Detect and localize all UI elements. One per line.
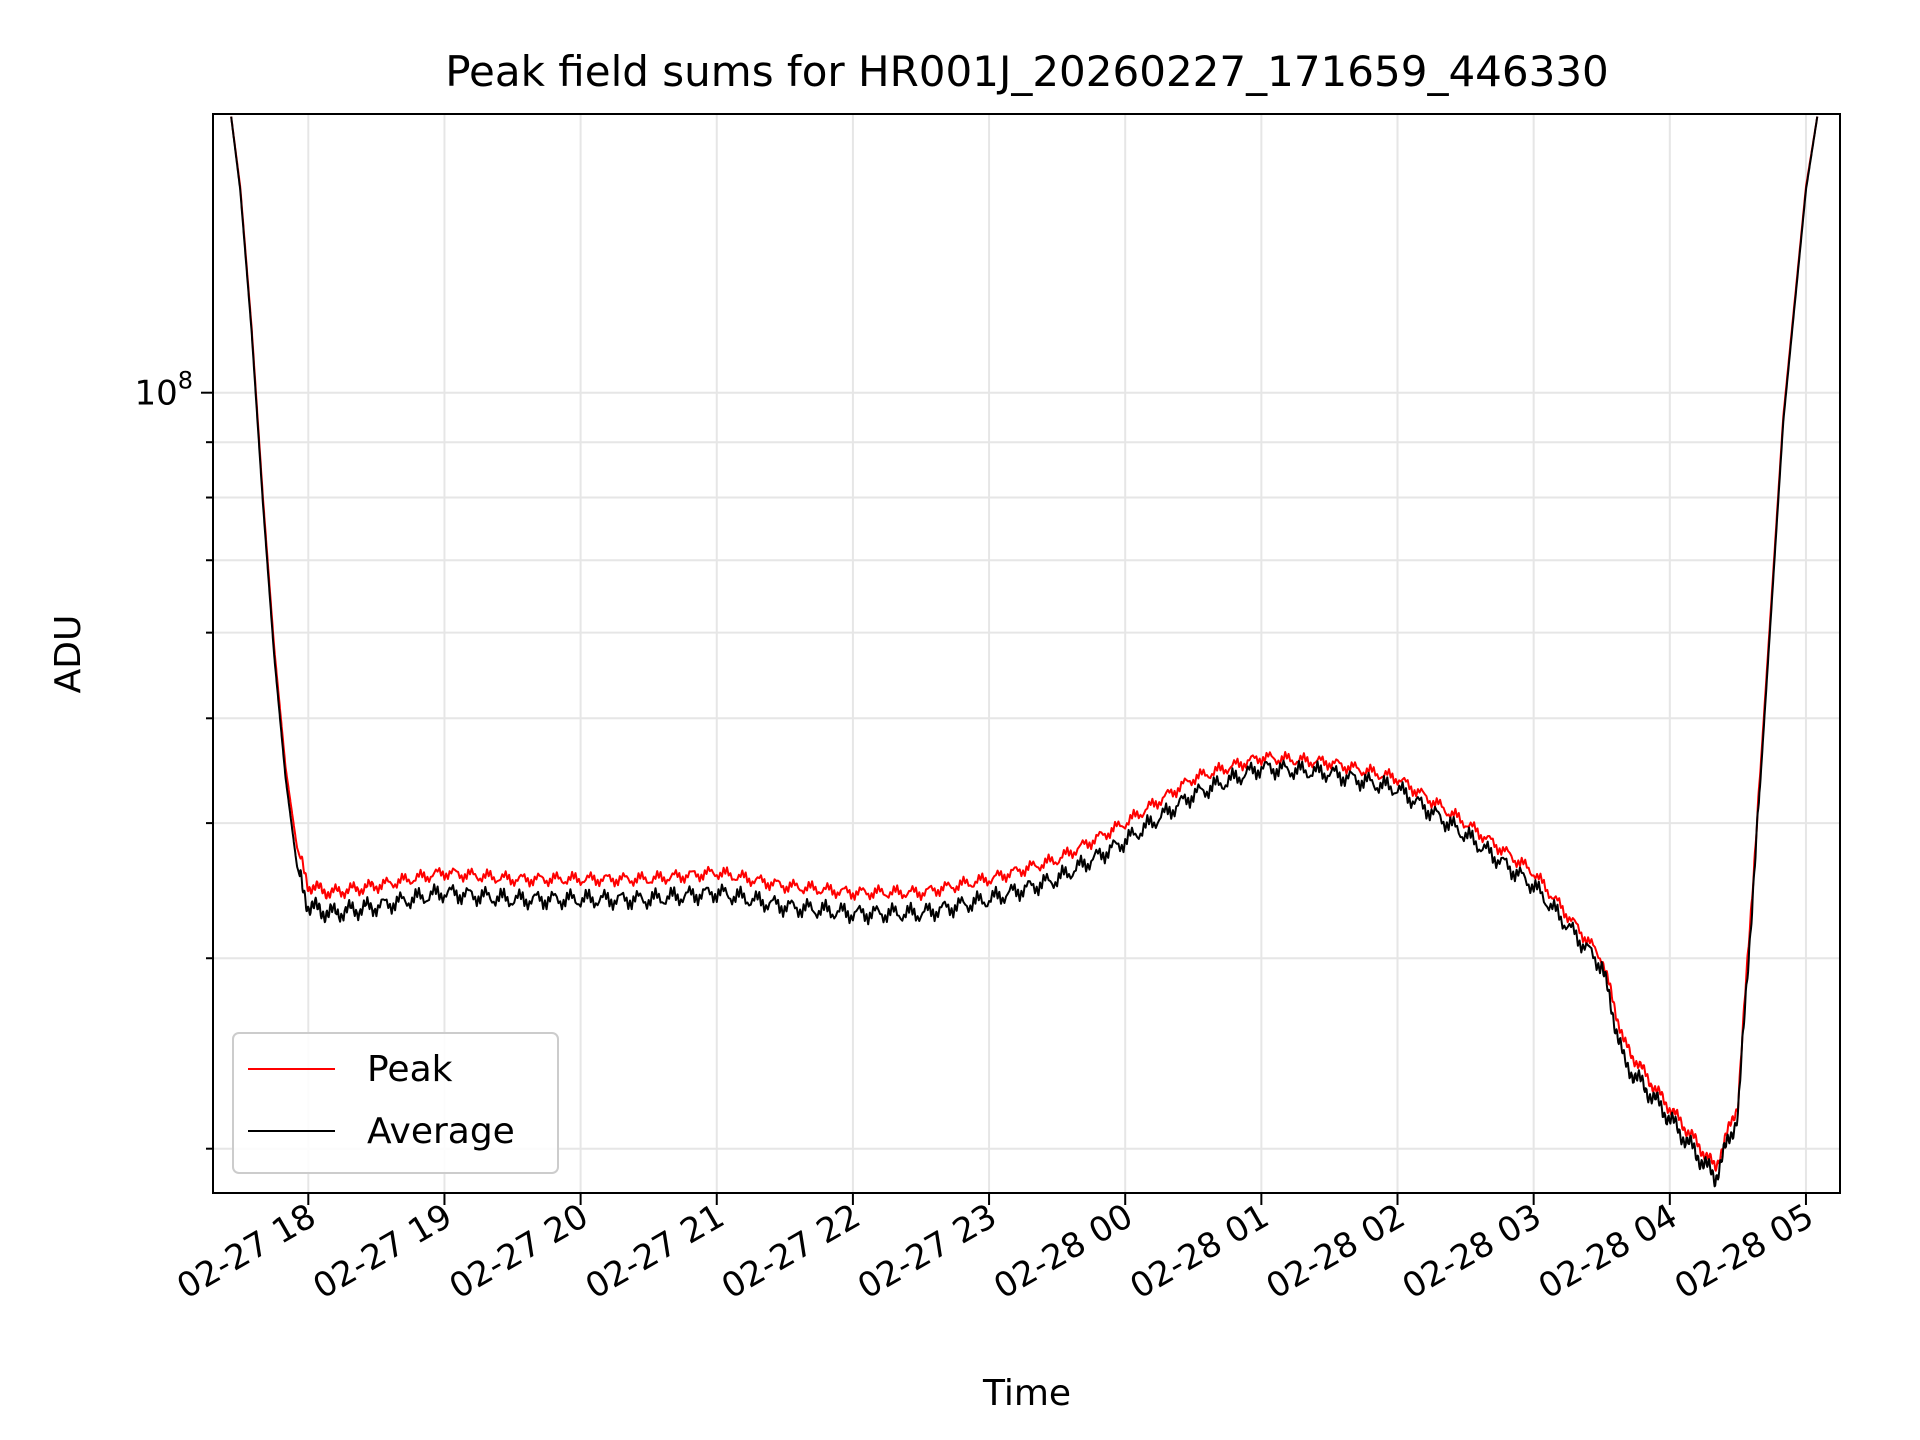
chart-title: Peak field sums for HR001J_20260227_1716…: [445, 47, 1609, 96]
series-line-peak: [230, 116, 1819, 1172]
series-line-average: [230, 116, 1819, 1188]
legend: Peak Average: [232, 1032, 559, 1174]
grid-lines: [213, 114, 1840, 1193]
x-axis-label: Time: [982, 1373, 1071, 1414]
legend-label-average: Average: [367, 1111, 515, 1152]
plot-frame: [212, 113, 1841, 1194]
y-axis: 108: [134, 367, 213, 1150]
y-axis-label: ADU: [48, 615, 89, 694]
y-tick-label: 108: [134, 367, 193, 414]
plot-lines: [230, 116, 1819, 1188]
legend-label-peak: Peak: [367, 1049, 453, 1090]
